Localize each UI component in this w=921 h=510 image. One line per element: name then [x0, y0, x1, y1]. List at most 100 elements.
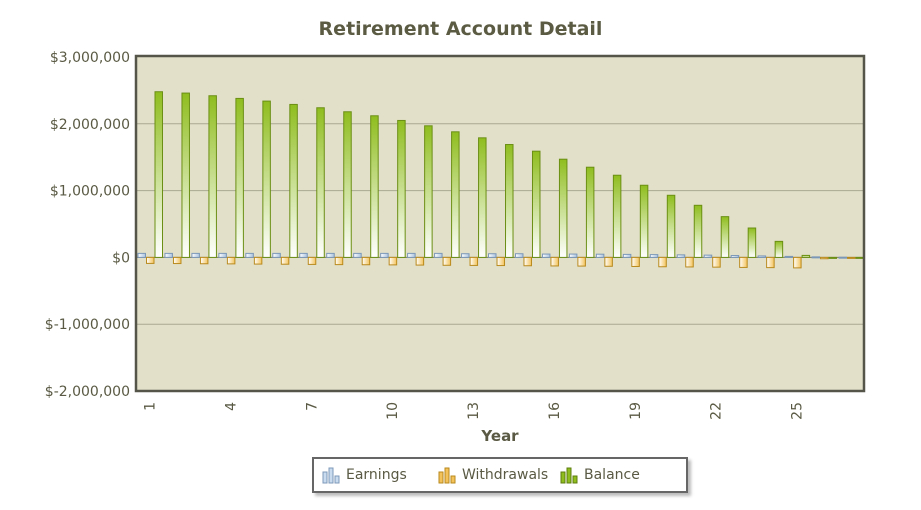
balance-bar: [154, 91, 163, 258]
balance-bar: [801, 254, 811, 258]
balance-bar: [235, 97, 244, 258]
withdrawals-bar: [307, 256, 317, 265]
y-tick-label: $-1,000,000: [45, 317, 130, 333]
withdrawals-bar: [226, 256, 236, 265]
y-tick-label: $3,000,000: [50, 50, 130, 66]
x-tick-label: 13: [466, 402, 482, 420]
x-tick-label: 25: [790, 402, 806, 420]
balance-bar: [424, 125, 433, 258]
legend-item-balance: Balance: [560, 466, 640, 484]
x-tick-label: 16: [547, 402, 563, 420]
earnings-bar: [811, 256, 821, 259]
balance-bar: [451, 131, 460, 258]
balance-bar: [505, 144, 514, 258]
balance-bar: [397, 119, 406, 258]
x-tick-label: 4: [223, 402, 239, 411]
chart-canvas: $3,000,000 $2,000,000 $1,000,000 $0 $-1,000,…: [45, 50, 866, 445]
withdrawals-bar: [496, 256, 506, 267]
x-tick-label: 10: [385, 402, 401, 420]
y-tick-label: $1,000,000: [50, 184, 130, 200]
balance-bar: [639, 184, 649, 258]
balance-bar: [343, 111, 352, 258]
earnings-bar: [703, 254, 713, 258]
withdrawals-bar: [172, 256, 182, 265]
withdrawals-bar: [739, 256, 748, 268]
legend-item-earnings: Earnings: [322, 466, 438, 484]
earnings-bar: [541, 253, 551, 258]
earnings-bar: [407, 252, 416, 258]
balance-bar: [666, 194, 676, 258]
earnings-bar: [218, 252, 227, 258]
balance-bar: [720, 216, 730, 258]
withdrawals-bar: [550, 256, 559, 267]
withdrawals-bar: [766, 256, 775, 269]
balance-bar: [531, 150, 541, 258]
x-tick-label: 22: [709, 402, 725, 420]
earnings-bar: [730, 255, 740, 258]
balance-bar: [585, 166, 595, 258]
balance-bar: [262, 100, 271, 258]
earnings-bar-icon: [322, 467, 340, 484]
chart-legend: Earnings Withdrawals Balance: [312, 457, 688, 493]
earnings-bar: [299, 252, 308, 258]
balance-bar: [289, 103, 298, 258]
withdrawals-bar: [415, 256, 425, 266]
balance-bar: [558, 158, 568, 258]
earnings-bar: [380, 252, 389, 258]
withdrawals-bar: [361, 256, 371, 266]
x-tick-label: 1: [142, 402, 158, 411]
earnings-bar: [245, 252, 254, 258]
earnings-bar: [488, 253, 497, 258]
withdrawals-bar: [577, 256, 586, 267]
y-tick-label: $0: [112, 250, 130, 266]
balance-bar: [855, 256, 865, 259]
withdrawals-bar: [199, 256, 209, 265]
earnings-bar: [595, 253, 605, 258]
plot-area: [136, 57, 864, 391]
withdrawals-bar: [253, 256, 263, 265]
withdrawals-bar: [793, 256, 802, 269]
y-tick-label: $2,000,000: [50, 117, 130, 133]
withdrawals-bar: [469, 256, 479, 266]
withdrawals-bar: [847, 256, 856, 259]
y-tick-label: $-2,000,000: [45, 384, 130, 400]
earnings-bar: [272, 252, 281, 258]
earnings-bar: [326, 252, 335, 258]
withdrawals-bar: [712, 256, 721, 268]
earnings-bar: [622, 253, 632, 258]
earnings-bar: [649, 254, 659, 258]
balance-bar: [774, 240, 784, 258]
earnings-bar: [568, 253, 578, 258]
withdrawals-bar: [334, 256, 344, 266]
legend-item-withdrawals: Withdrawals: [438, 466, 560, 484]
balance-bar-icon: [560, 467, 578, 484]
earnings-bar: [838, 256, 848, 259]
withdrawals-bar: [820, 256, 829, 260]
withdrawals-bar: [604, 256, 613, 267]
withdrawals-bar: [631, 256, 640, 267]
withdrawals-bar-icon: [438, 467, 456, 484]
earnings-bar: [164, 252, 173, 258]
balance-bar: [828, 256, 838, 259]
legend-label-earnings: Earnings: [346, 467, 407, 483]
balance-bar: [612, 174, 622, 258]
earnings-bar: [676, 254, 686, 258]
balance-bar: [181, 92, 190, 258]
balance-bar: [208, 95, 217, 258]
withdrawals-bar: [280, 256, 290, 265]
x-axis-title: Year: [480, 427, 519, 445]
withdrawals-bar: [442, 256, 452, 266]
withdrawals-bar: [388, 256, 398, 266]
x-tick-label: 7: [304, 402, 320, 411]
withdrawals-bar: [685, 256, 694, 268]
chart-title: Retirement Account Detail: [318, 18, 603, 40]
earnings-bar: [353, 252, 362, 258]
legend-label-balance: Balance: [584, 467, 640, 483]
earnings-bar: [514, 253, 524, 258]
balance-bar: [316, 107, 325, 258]
withdrawals-bar: [146, 256, 155, 264]
balance-bar: [370, 115, 379, 258]
earnings-bar: [434, 252, 443, 258]
earnings-bar: [757, 255, 767, 258]
earnings-bar: [784, 255, 794, 258]
